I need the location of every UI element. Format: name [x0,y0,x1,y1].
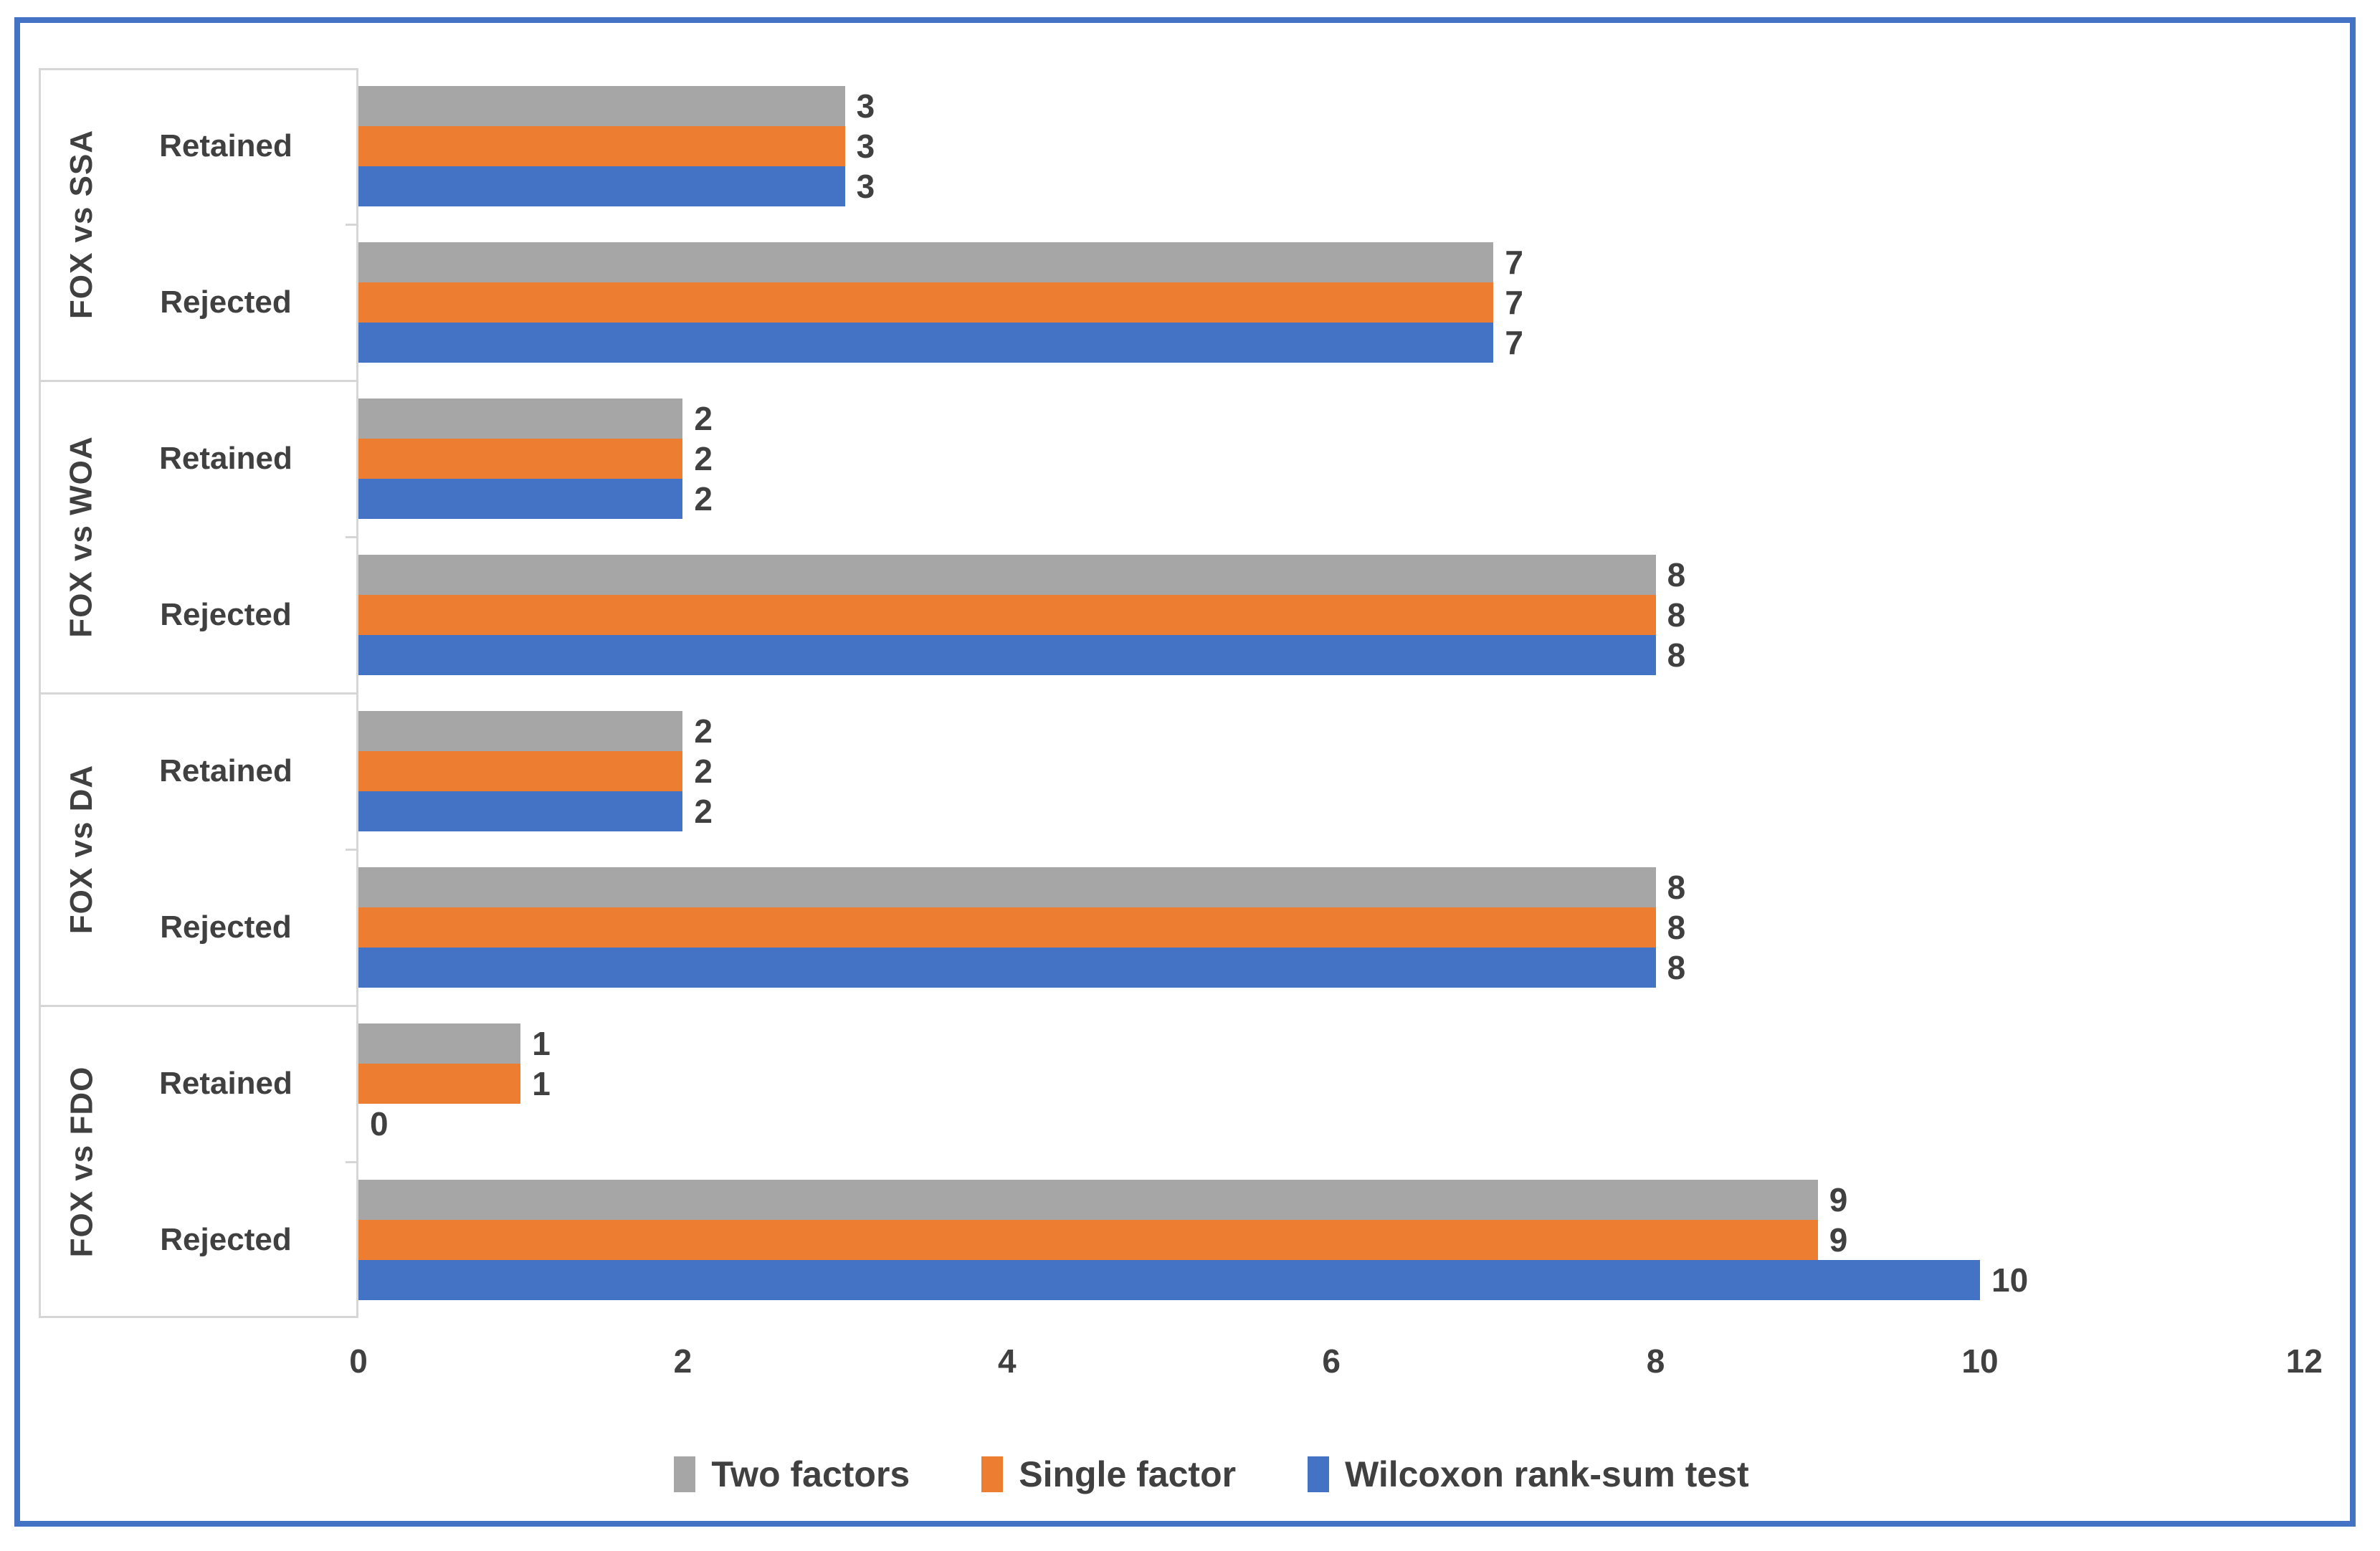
x-tick-label: 4 [998,1342,1017,1380]
data-label: 8 [1667,556,1686,593]
x-tick-label: 10 [1961,1342,1999,1380]
data-label: 9 [1829,1221,1848,1259]
legend-label: Single factor [1019,1454,1237,1494]
legend-swatch-two-factors [674,1456,696,1492]
data-label: 2 [694,440,713,477]
data-label: 8 [1667,596,1686,634]
x-tick-label: 8 [1646,1342,1665,1380]
data-label: 9 [1829,1181,1848,1218]
bar-two-factors [358,555,1656,595]
bar-single-factor [358,1220,1818,1260]
data-label: 2 [694,400,713,437]
data-label: 10 [1991,1261,2029,1299]
bar-two-factors [358,242,1494,282]
category-band-tick [346,223,358,226]
data-label: 8 [1667,909,1686,946]
bar-wilcoxon-rank-sum-test [358,479,683,519]
category-band-tick [346,1160,358,1163]
group-label-text: FOX vs WOA [64,436,99,638]
category-label-rejected: Rejected [160,910,292,945]
bar-wilcoxon-rank-sum-test [358,948,1656,988]
data-label: 0 [370,1105,389,1142]
group-label-text: FOX vs SSA [64,129,99,320]
legend-swatch-single-factor [981,1456,1004,1492]
category-label-retained: Retained [159,441,292,476]
category-label-retained: Retained [159,128,292,163]
x-tick-label: 12 [2285,1342,2323,1380]
bar-single-factor [358,439,683,479]
data-label: 3 [856,128,875,165]
bar-two-factors [358,867,1656,907]
legend-label: Two factors [711,1454,910,1494]
legend-item-single-factor: Single factor [981,1454,1236,1495]
bar-single-factor [358,907,1656,948]
category-band-tick [346,535,358,538]
bar-wilcoxon-rank-sum-test [358,791,683,831]
data-label: 8 [1667,869,1686,906]
x-tick-label: 0 [349,1342,368,1380]
category-label-retained: Retained [159,1066,292,1101]
bar-two-factors [358,1180,1818,1220]
data-label: 8 [1667,636,1686,674]
legend-item-wilcoxon-rank-sum-test: Wilcoxon rank-sum test [1308,1454,1749,1495]
bar-two-factors [358,399,683,439]
data-label: 2 [694,712,713,750]
data-label: 3 [856,168,875,205]
data-label: 3 [856,87,875,125]
data-label: 2 [694,753,713,790]
bar-single-factor [358,595,1656,635]
category-label-rejected: Rejected [160,597,292,632]
group-label-text: FOX vs DA [64,764,100,935]
data-label: 1 [532,1065,551,1102]
group-divider [39,1004,358,1007]
bar-two-factors [358,86,845,126]
group-label-text: FOX vs FDO [64,1066,99,1258]
x-tick-label: 6 [1322,1342,1341,1380]
bar-single-factor [358,282,1494,323]
bar-single-factor [358,751,683,791]
bar-two-factors [358,711,683,751]
bar-two-factors [358,1023,521,1064]
data-label: 8 [1667,949,1686,986]
bar-wilcoxon-rank-sum-test [358,323,1494,363]
legend-swatch-wilcoxon-rank-sum-test [1308,1456,1330,1492]
data-label: 7 [1505,284,1523,321]
category-label-rejected: Rejected [160,1222,292,1257]
x-tick-label: 2 [673,1342,692,1380]
bar-wilcoxon-rank-sum-test [358,166,845,206]
category-label-rejected: Rejected [160,285,292,320]
bar-wilcoxon-rank-sum-test [358,635,1656,675]
bar-single-factor [358,1064,521,1104]
bar-single-factor [358,126,845,166]
data-label: 1 [532,1025,551,1062]
category-band-tick [346,848,358,851]
data-label: 2 [694,793,713,830]
data-label: 7 [1505,244,1523,281]
data-label: 7 [1505,324,1523,361]
group-divider [39,692,358,695]
bar-wilcoxon-rank-sum-test [358,1260,1980,1300]
legend-label: Wilcoxon rank-sum test [1345,1454,1749,1494]
data-label: 2 [694,480,713,517]
legend: Two factors Single factor Wilcoxon rank-su… [43,1449,2380,1499]
group-divider [39,379,358,382]
category-label-retained: Retained [159,753,292,788]
legend-item-two-factors: Two factors [674,1454,910,1495]
